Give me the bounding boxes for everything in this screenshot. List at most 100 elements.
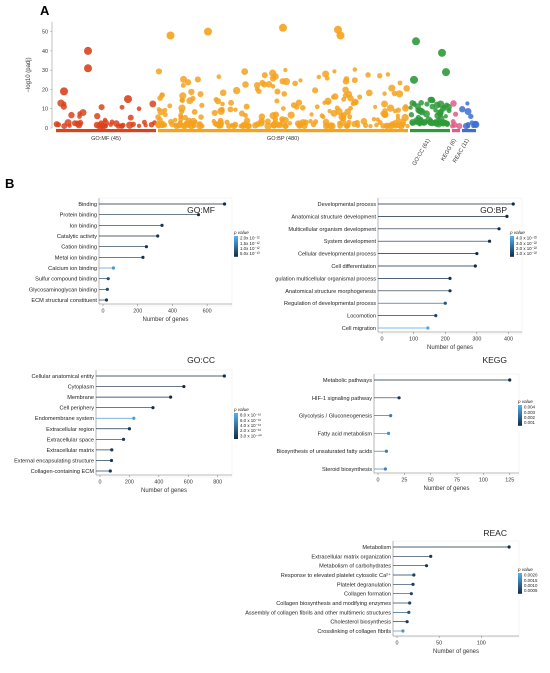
term-point — [347, 114, 353, 120]
term-point — [319, 113, 325, 119]
lollipop-dot — [182, 384, 186, 389]
term-point — [115, 123, 122, 129]
lollipop-dot — [384, 449, 389, 453]
source-band — [56, 129, 156, 133]
term-point — [342, 78, 350, 85]
term-point — [456, 123, 463, 130]
term-point — [189, 120, 197, 127]
term-point-highlight — [442, 68, 450, 77]
term-point — [381, 100, 388, 108]
term-point — [450, 100, 457, 107]
category-label: Cell differentiation — [331, 264, 376, 270]
term-point — [270, 84, 276, 89]
x-axis-label: Number of genes — [141, 488, 187, 494]
lollipop-dot — [141, 255, 145, 259]
term-point — [418, 108, 426, 116]
term-point — [382, 91, 387, 96]
term-point — [136, 123, 142, 128]
x-tick-label: 50 — [428, 478, 434, 484]
x-tick-label: 0 — [99, 480, 102, 486]
x-tick-label: 125 — [505, 478, 514, 484]
term-point — [408, 112, 415, 118]
term-point — [338, 113, 346, 121]
term-point — [186, 123, 192, 129]
category-label: gulation multicellular organismal proces… — [275, 276, 376, 282]
category-label: Metabolism — [362, 545, 391, 551]
panel-label-b: B — [5, 176, 14, 191]
lollipop-chart-gocc: GO:CC 0 200 400 600 800 Number of genes Cellula… — [14, 355, 262, 494]
term-point — [399, 118, 406, 126]
term-point-highlight — [204, 27, 212, 36]
lollipop-dot — [411, 582, 415, 586]
term-point-highlight — [124, 95, 132, 104]
term-point — [220, 101, 225, 107]
term-point — [309, 112, 314, 117]
term-point — [437, 100, 445, 108]
legend-colorbar — [518, 405, 522, 426]
legend-label: 5.0x 10⁻¹³ — [240, 251, 260, 256]
term-point — [102, 123, 108, 129]
term-point — [365, 89, 373, 97]
x-axis-label: Number of genes — [423, 486, 469, 492]
x-tick-label: 200 — [441, 337, 450, 343]
x-tick-label: 0 — [102, 309, 105, 315]
legend-label: 6.0 x 10⁻¹⁶ — [240, 418, 261, 423]
lollipop-dot — [151, 406, 155, 410]
lollipop-dot — [222, 202, 227, 206]
lollipop-dot — [426, 326, 430, 330]
lollipop-dot — [448, 276, 452, 280]
term-point — [228, 99, 235, 106]
term-point — [108, 122, 114, 127]
chart-title: KEGG — [482, 355, 507, 365]
term-point — [227, 106, 234, 113]
term-point — [405, 123, 410, 129]
category-label: Glycolysis / Gluconeogenesis — [299, 414, 372, 420]
category-label: Multicellular organism development — [288, 227, 376, 233]
y-tick-label: 0 — [45, 126, 48, 132]
term-point — [466, 123, 471, 129]
category-label: Cell periphery — [59, 406, 94, 412]
term-point-highlight — [336, 31, 345, 40]
term-point-highlight — [438, 48, 446, 57]
category-label: Ion binding — [70, 223, 97, 229]
category-label: Anatomical structure development — [291, 214, 376, 220]
term-point — [308, 119, 313, 124]
term-point — [282, 116, 289, 124]
lollipop-dot — [409, 592, 413, 596]
term-point — [167, 103, 173, 109]
legend-label: 1.0 x 10⁻²² — [516, 251, 537, 256]
term-point — [127, 114, 134, 121]
legend-label: 0.0015 — [524, 578, 538, 583]
source-label: GO:MF (45) — [91, 136, 121, 142]
term-point — [282, 123, 289, 129]
term-point — [188, 88, 195, 96]
lollipop-chart-gomf: GO:MF 0 200 400 600 Number of genes Binding Pro… — [29, 197, 260, 323]
term-point — [310, 121, 317, 128]
x-tick-label: 0 — [396, 641, 399, 647]
term-point — [287, 111, 295, 119]
category-label: Endomembrane system — [35, 416, 94, 422]
source-label: GO:CC (61) — [412, 138, 432, 167]
legend-colorbar — [234, 236, 238, 257]
chart-title: REAC — [483, 528, 507, 538]
source-band — [410, 129, 450, 133]
legend-label: 0.004 — [524, 405, 536, 410]
legend-label: 2.0 x 10⁻²² — [516, 246, 537, 251]
term-point — [397, 80, 403, 86]
term-point — [451, 122, 458, 128]
lollipop-dot — [111, 266, 116, 270]
term-point — [148, 121, 155, 128]
lollipop-dot — [108, 469, 112, 473]
term-point — [261, 81, 268, 88]
lollipop-dot — [408, 601, 412, 605]
term-point — [157, 108, 165, 116]
term-point — [265, 81, 273, 88]
term-point — [79, 109, 87, 117]
term-point — [155, 68, 163, 75]
term-point-highlight — [279, 23, 287, 32]
term-point — [199, 123, 205, 129]
term-point — [180, 122, 188, 130]
term-point — [198, 114, 204, 120]
category-label: External encapsulating structure — [14, 458, 94, 464]
